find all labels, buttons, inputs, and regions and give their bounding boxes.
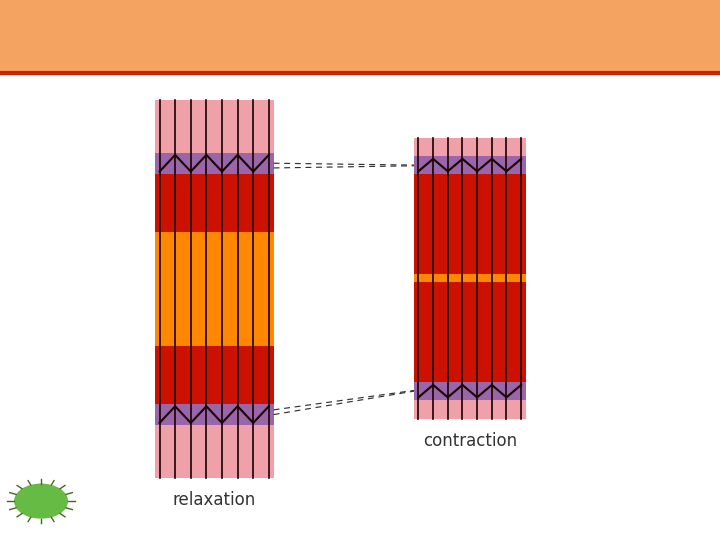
Bar (155, 346, 274, 410)
Bar (414, 156, 526, 174)
Text: relaxation: relaxation (173, 491, 256, 509)
Bar (414, 138, 526, 418)
Ellipse shape (14, 484, 68, 518)
Bar (155, 232, 274, 346)
Text: Le tissu musculaire -
mécanismes de contraction 1: Le tissu musculaire - mécanismes de cont… (16, 6, 312, 45)
Bar (414, 166, 526, 274)
Bar (414, 274, 526, 282)
Bar (155, 100, 274, 478)
Bar (155, 404, 274, 425)
Bar (155, 168, 274, 232)
Text: contraction: contraction (423, 432, 517, 450)
Bar (0, 0, 720, 73)
Bar (155, 153, 274, 174)
Bar (414, 382, 526, 400)
Bar (414, 282, 526, 390)
